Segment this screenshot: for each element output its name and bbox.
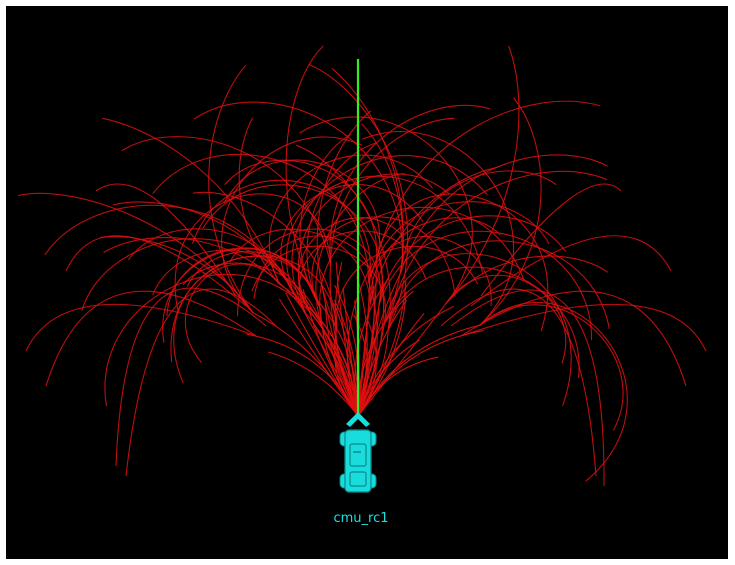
trajectory-path (102, 117, 280, 285)
trajectory-path (278, 298, 359, 417)
trajectory-path (400, 154, 608, 273)
trajectory-path (361, 123, 404, 325)
trajectory-path (184, 263, 280, 364)
trajectory-path (383, 266, 580, 378)
vehicle-chassis (344, 429, 372, 493)
trajectory-path (480, 183, 622, 297)
trajectory-path (357, 304, 380, 417)
trajectory-path (221, 136, 362, 314)
trajectory-path (152, 153, 370, 283)
trajectory-path (460, 290, 687, 387)
trajectory-path (285, 45, 324, 310)
trajectory-path (268, 351, 359, 417)
trajectory-path (387, 240, 610, 331)
heading-chevron-icon (346, 412, 370, 427)
trajectory-path (103, 237, 306, 313)
trajectory-fan (17, 45, 707, 487)
trajectory-path (450, 289, 605, 487)
trajectory-path (268, 154, 434, 285)
trajectory-path (356, 276, 368, 417)
trajectory-path (191, 179, 371, 283)
trajectory-path (315, 172, 405, 329)
trajectory-path (316, 110, 372, 329)
trajectory-path (224, 159, 377, 262)
trajectory-path (444, 274, 567, 364)
trajectory-path (368, 235, 492, 307)
trajectory-path (306, 142, 377, 310)
trajectory-path (479, 97, 542, 326)
trajectory-path (369, 217, 501, 304)
trajectory-path (193, 101, 403, 272)
trajectory-path (17, 192, 254, 314)
trajectory-path (361, 131, 514, 326)
trajectory-canvas (17, 45, 707, 493)
trajectory-path (112, 201, 306, 313)
trajectory-path (378, 215, 567, 305)
trajectory-path (460, 303, 707, 352)
trajectory-path (229, 228, 371, 304)
trajectory-path (115, 287, 267, 467)
trajectory-path (278, 283, 359, 417)
trajectory-path (95, 183, 237, 297)
trajectory-path (375, 100, 601, 262)
trajectory-path (208, 64, 254, 314)
trajectory-path (357, 282, 378, 417)
trajectory-path (245, 333, 359, 417)
trajectory-path (479, 302, 628, 482)
trajectory-path (444, 255, 609, 305)
robot-vehicle-icon[interactable] (339, 412, 377, 493)
trajectory-path (298, 217, 403, 308)
trajectory-path (357, 291, 407, 417)
trajectory-path (470, 235, 672, 307)
trajectory-path (174, 193, 332, 312)
trajectory-path (186, 251, 322, 310)
trajectory-path (357, 320, 377, 417)
trajectory-path (299, 133, 352, 298)
trajectory-path (65, 235, 247, 307)
trajectory-path (440, 288, 597, 477)
robot-name-label: cmu_rc1 (333, 511, 389, 526)
trajectory-path (182, 262, 324, 329)
trajectory-path (238, 117, 280, 285)
trajectory-path (299, 116, 473, 305)
trajectory-path (252, 312, 359, 417)
trajectory-path (295, 144, 391, 331)
trajectory-path (357, 303, 446, 417)
trajectory-path (444, 45, 520, 305)
trajectory-path (192, 191, 338, 329)
trajectory-path (125, 288, 277, 477)
vehicle-cabin (349, 443, 367, 467)
trajectory-path (223, 159, 380, 262)
trajectory-path (202, 184, 383, 305)
trajectory-path (387, 170, 608, 331)
trajectory-path (383, 253, 572, 407)
trajectory-path (81, 238, 308, 311)
trajectory-path (104, 273, 324, 407)
trajectory-path (368, 201, 550, 283)
trajectory-path (308, 63, 409, 331)
visualization-viewport[interactable]: cmu_rc1 (6, 6, 728, 559)
trajectory-path (121, 136, 332, 264)
trajectory-path (236, 228, 381, 317)
trajectory-path (319, 206, 525, 329)
trajectory-path (375, 193, 549, 332)
trajectory-path (45, 290, 257, 387)
trajectory-path (25, 303, 257, 352)
trajectory-path (251, 245, 386, 325)
vehicle-rear-deck (349, 471, 367, 487)
